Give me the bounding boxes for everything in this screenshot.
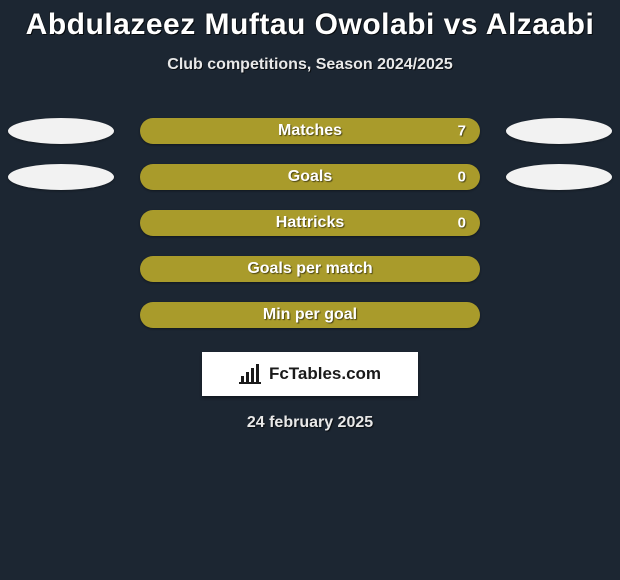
stat-rows: Matches 7 Goals 0 Hattricks 0 Goals per match M… xyxy=(0,118,620,328)
right-ellipse xyxy=(506,164,612,190)
stat-value: 0 xyxy=(458,215,466,232)
stat-label: Matches xyxy=(278,122,342,140)
stat-label: Goals per match xyxy=(247,260,372,278)
right-ellipse xyxy=(506,118,612,144)
stat-row: Hattricks 0 xyxy=(0,210,620,236)
page-title: Abdulazeez Muftau Owolabi vs Alzaabi xyxy=(0,8,620,42)
stat-bar: Matches 7 xyxy=(140,118,480,144)
stat-bar: Min per goal xyxy=(140,302,480,328)
left-ellipse xyxy=(8,118,114,144)
stat-row: Goals 0 xyxy=(0,164,620,190)
stat-row: Goals per match xyxy=(0,256,620,282)
stat-row: Min per goal xyxy=(0,302,620,328)
stat-bar: Goals 0 xyxy=(140,164,480,190)
stat-value: 0 xyxy=(458,169,466,186)
stat-bar: Goals per match xyxy=(140,256,480,282)
stat-label: Hattricks xyxy=(276,214,344,232)
source-badge: FcTables.com xyxy=(202,352,418,396)
bar-chart-icon xyxy=(239,364,263,384)
left-ellipse xyxy=(8,164,114,190)
stat-value: 7 xyxy=(458,123,466,140)
page-subtitle: Club competitions, Season 2024/2025 xyxy=(0,56,620,74)
stat-bar: Hattricks 0 xyxy=(140,210,480,236)
content-wrapper: Abdulazeez Muftau Owolabi vs Alzaabi Clu… xyxy=(0,0,620,432)
badge-text: FcTables.com xyxy=(269,364,381,384)
date-text: 24 february 2025 xyxy=(0,414,620,432)
stat-row: Matches 7 xyxy=(0,118,620,144)
stat-label: Min per goal xyxy=(263,306,357,324)
stat-label: Goals xyxy=(288,168,332,186)
